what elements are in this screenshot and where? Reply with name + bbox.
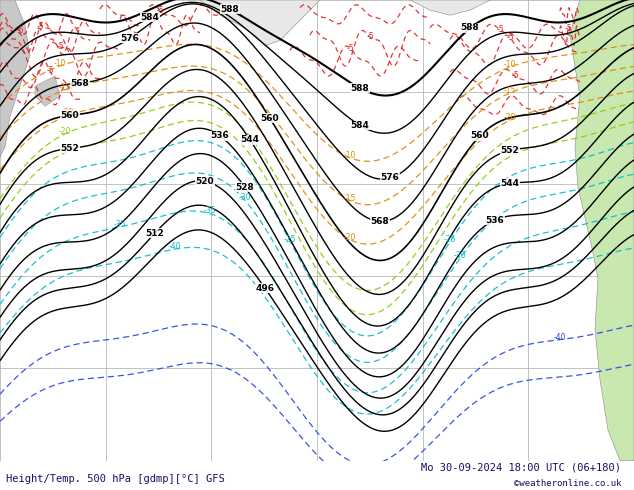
Text: 544: 544: [500, 179, 519, 188]
Text: Mo 30-09-2024 18:00 UTC (06+180): Mo 30-09-2024 18:00 UTC (06+180): [422, 463, 621, 473]
Text: -10: -10: [54, 59, 66, 68]
Text: 536: 536: [210, 131, 230, 140]
Text: ©weatheronline.co.uk: ©weatheronline.co.uk: [514, 479, 621, 488]
Polygon shape: [200, 0, 320, 46]
Text: 588: 588: [351, 84, 370, 93]
Text: -5: -5: [511, 72, 519, 80]
Text: -25: -25: [284, 235, 296, 244]
Text: -10: -10: [504, 60, 516, 69]
Text: 544: 544: [240, 135, 259, 144]
Text: 496: 496: [256, 284, 275, 293]
Polygon shape: [410, 0, 490, 15]
Polygon shape: [570, 0, 634, 461]
Text: -5: -5: [366, 32, 374, 42]
Text: -40: -40: [169, 242, 181, 251]
Text: -25: -25: [444, 235, 456, 244]
Text: -5: -5: [16, 26, 24, 35]
Text: -20: -20: [61, 108, 74, 118]
Text: 584: 584: [351, 121, 370, 130]
Text: 528: 528: [236, 183, 254, 192]
Text: -30: -30: [239, 193, 251, 202]
Text: 588: 588: [221, 5, 240, 14]
Polygon shape: [35, 76, 60, 106]
Text: 560: 560: [61, 111, 79, 120]
Text: -10: -10: [344, 151, 356, 160]
Text: -5: -5: [56, 42, 64, 51]
Text: -40: -40: [553, 333, 566, 342]
Text: 568: 568: [371, 217, 389, 226]
Text: -30: -30: [454, 251, 466, 261]
Text: -20: -20: [504, 113, 516, 122]
Text: 552: 552: [61, 144, 79, 153]
Polygon shape: [0, 0, 30, 157]
Text: -5: -5: [346, 44, 354, 52]
Text: 552: 552: [501, 146, 519, 155]
Text: 536: 536: [486, 216, 505, 224]
Text: -15: -15: [59, 83, 71, 92]
Text: 576: 576: [120, 33, 139, 43]
Text: 560: 560: [261, 114, 280, 122]
Text: -5: -5: [46, 66, 54, 75]
Text: 576: 576: [380, 173, 399, 182]
Text: -5: -5: [36, 22, 44, 31]
Text: -15: -15: [344, 194, 356, 203]
Text: 588: 588: [461, 24, 479, 32]
Text: -5: -5: [564, 24, 572, 33]
Text: 568: 568: [70, 78, 89, 88]
Text: -5: -5: [496, 25, 504, 34]
Text: -20: -20: [59, 127, 71, 136]
Text: Height/Temp. 500 hPa [gdmp][°C] GFS: Height/Temp. 500 hPa [gdmp][°C] GFS: [6, 474, 225, 484]
Text: 560: 560: [470, 131, 489, 141]
Text: -35: -35: [113, 220, 126, 229]
Text: -5: -5: [506, 33, 514, 42]
Text: 584: 584: [141, 13, 159, 22]
Text: -5: -5: [156, 6, 164, 15]
Text: -20: -20: [344, 233, 356, 242]
Text: -35: -35: [204, 206, 216, 216]
Text: -15: -15: [504, 86, 516, 95]
Text: 512: 512: [146, 229, 164, 238]
Text: 520: 520: [196, 177, 214, 186]
